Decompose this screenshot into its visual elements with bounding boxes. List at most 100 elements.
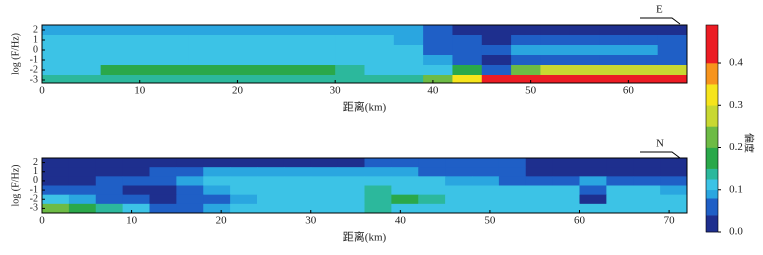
heatmap-cell: [452, 45, 483, 56]
heatmap-cell: [122, 185, 150, 196]
heatmap-cell: [276, 75, 307, 83]
y-tick-label: 0: [33, 44, 38, 55]
heatmap-cell: [337, 167, 365, 177]
heatmap-cell: [257, 185, 285, 196]
heatmap-cell: [393, 55, 424, 66]
direction-arrow: [640, 17, 681, 159]
heatmap-cell: [452, 55, 483, 66]
heatmap-cell: [188, 25, 219, 36]
heatmap-cell: [42, 75, 72, 83]
heatmap-cell: [498, 158, 527, 168]
heatmap-cell: [445, 158, 473, 168]
x-tick-label: 20: [232, 85, 244, 97]
heatmap-cell: [472, 167, 500, 177]
x-tick-label: 20: [216, 215, 228, 227]
colorbar-frame: [705, 24, 719, 233]
heatmap-cell: [569, 25, 600, 36]
heatmap-cell: [391, 167, 419, 177]
heatmap-cell: [472, 194, 500, 205]
heatmap-cell: [247, 75, 278, 83]
colorbar-band: [706, 198, 718, 216]
heatmap-cell: [525, 203, 554, 213]
heatmap-cell: [511, 35, 541, 46]
x-tick-label: 40: [427, 85, 439, 97]
colorbar-label: 偏度: [743, 133, 756, 153]
heatmap-cell: [452, 75, 483, 83]
heatmap-cell: [606, 203, 634, 213]
colorbar-tick-label: 0.4: [729, 57, 743, 69]
colorbar-band: [706, 63, 718, 85]
heatmap-cell: [129, 45, 160, 56]
heatmap-cell: [305, 25, 336, 36]
heatmap-cell: [42, 194, 70, 205]
heatmap-cell: [95, 176, 124, 186]
heatmap-cell: [552, 158, 580, 168]
heatmap-cell: [95, 158, 124, 168]
heatmap-cell: [42, 185, 70, 196]
heatmap-cell: [283, 194, 312, 205]
heatmap-cell: [176, 176, 204, 186]
heatmap-cell: [628, 55, 659, 66]
heatmap-cell: [283, 167, 312, 177]
heatmap-cell: [511, 25, 541, 36]
heatmap-cell: [660, 158, 687, 168]
heatmap-cell: [452, 25, 483, 36]
heatmap-cell: [579, 203, 607, 213]
x-axis-label: 距离(km): [343, 100, 387, 114]
heatmap-cell: [498, 194, 527, 205]
heatmap-cell: [633, 167, 661, 177]
heatmap-cell: [217, 55, 248, 66]
heatmap-cell: [606, 176, 634, 186]
heatmap-cell: [71, 25, 102, 36]
y-axis-label: log (F/Hz): [10, 33, 21, 75]
heatmap: [42, 158, 687, 213]
heatmap-cell: [391, 194, 419, 205]
heatmap-cell: [552, 203, 580, 213]
heatmap-cell: [230, 167, 258, 177]
plot-frame: [41, 24, 688, 84]
heatmap-cell: [628, 45, 659, 56]
heatmap-cell: [42, 25, 72, 36]
heatmap-cell: [257, 203, 285, 213]
heatmap-cell: [511, 45, 541, 56]
x-tick-label: 60: [574, 215, 586, 227]
heatmap-cell: [452, 65, 483, 76]
y-tick-label: -1: [30, 54, 38, 65]
heatmap-cell: [100, 55, 131, 66]
heatmap-cell: [423, 75, 453, 83]
heatmap-cell: [129, 35, 160, 46]
y-tick-label: -2: [30, 194, 38, 205]
colorbar-tick-label: 0.3: [729, 99, 743, 111]
heatmap-cell: [552, 194, 580, 205]
heatmap-cell: [230, 203, 258, 213]
heatmap-cell: [335, 55, 365, 66]
heatmap-cell: [540, 55, 571, 66]
heatmap-cell: [511, 65, 541, 76]
heatmap-cell: [633, 185, 661, 196]
heatmap-cell: [335, 25, 365, 36]
y-tick-label: -3: [30, 203, 38, 214]
heatmap-cell: [71, 35, 102, 46]
direction-label: N: [656, 138, 664, 150]
y-axis-label: log (F/Hz): [10, 165, 21, 207]
heatmap-cell: [445, 203, 473, 213]
heatmap-cell: [525, 194, 554, 205]
heatmap-cell: [423, 45, 453, 56]
plot-frame: [41, 157, 688, 214]
heatmap-cell: [472, 203, 500, 213]
heatmap-cell: [511, 75, 541, 83]
heatmap-cell: [42, 65, 72, 76]
heatmap-cell: [364, 176, 392, 186]
heatmap-cell: [68, 185, 97, 196]
heatmap-cell: [159, 35, 190, 46]
heatmap-cell: [100, 35, 131, 46]
y-tick-label: -3: [30, 74, 38, 85]
heatmap-cell: [337, 194, 365, 205]
heatmap-cell: [364, 194, 392, 205]
heatmap-cell: [364, 35, 395, 46]
heatmap-cell: [511, 55, 541, 66]
colorbar-band: [706, 147, 718, 169]
heatmap-cell: [217, 25, 248, 36]
heatmap-cell: [599, 35, 629, 46]
heatmap-cell: [569, 35, 600, 46]
